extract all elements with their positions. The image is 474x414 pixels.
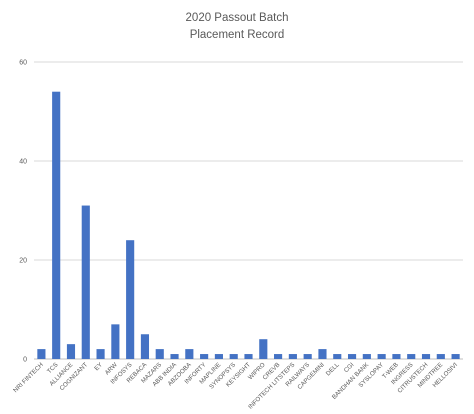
bar[interactable] [170,354,179,359]
bar[interactable] [274,354,283,359]
bar[interactable] [111,324,120,359]
bar[interactable] [96,349,105,359]
x-tick-label: NRI FINTECH [12,361,45,394]
bar[interactable] [421,354,431,359]
bar[interactable] [259,339,268,359]
y-tick-label: 20 [19,258,27,265]
bar[interactable] [377,354,386,359]
bar[interactable] [362,354,371,359]
y-tick-label: 0 [23,357,27,364]
bar[interactable] [185,349,194,359]
x-tick-label: EY [93,361,104,372]
bar[interactable] [37,349,46,359]
bar[interactable] [303,354,312,359]
bar[interactable] [66,344,76,359]
bar[interactable] [288,354,297,359]
x-tick-label: DELL [325,361,341,377]
bar[interactable] [140,334,150,359]
chart-subtitle: Placement Record [189,29,285,41]
bar[interactable] [244,354,253,359]
bar[interactable] [155,349,164,359]
bar[interactable] [407,354,416,359]
bar[interactable] [392,354,401,359]
y-tick-label: 40 [19,159,27,166]
bar[interactable] [333,354,342,359]
y-tick-label: 60 [19,60,27,67]
bar[interactable] [318,349,327,359]
bar[interactable] [229,354,238,359]
bar[interactable] [347,354,357,359]
chart-title: 2020 Passout Batch [185,12,289,24]
bar[interactable] [200,354,209,359]
bar[interactable] [81,205,90,359]
chart-title-block: 2020 Passout Batch Placement Record [0,10,474,44]
bar[interactable] [52,91,61,359]
bar[interactable] [436,354,445,359]
bar[interactable] [451,354,460,359]
bar[interactable] [214,354,223,359]
bar[interactable] [126,240,135,359]
